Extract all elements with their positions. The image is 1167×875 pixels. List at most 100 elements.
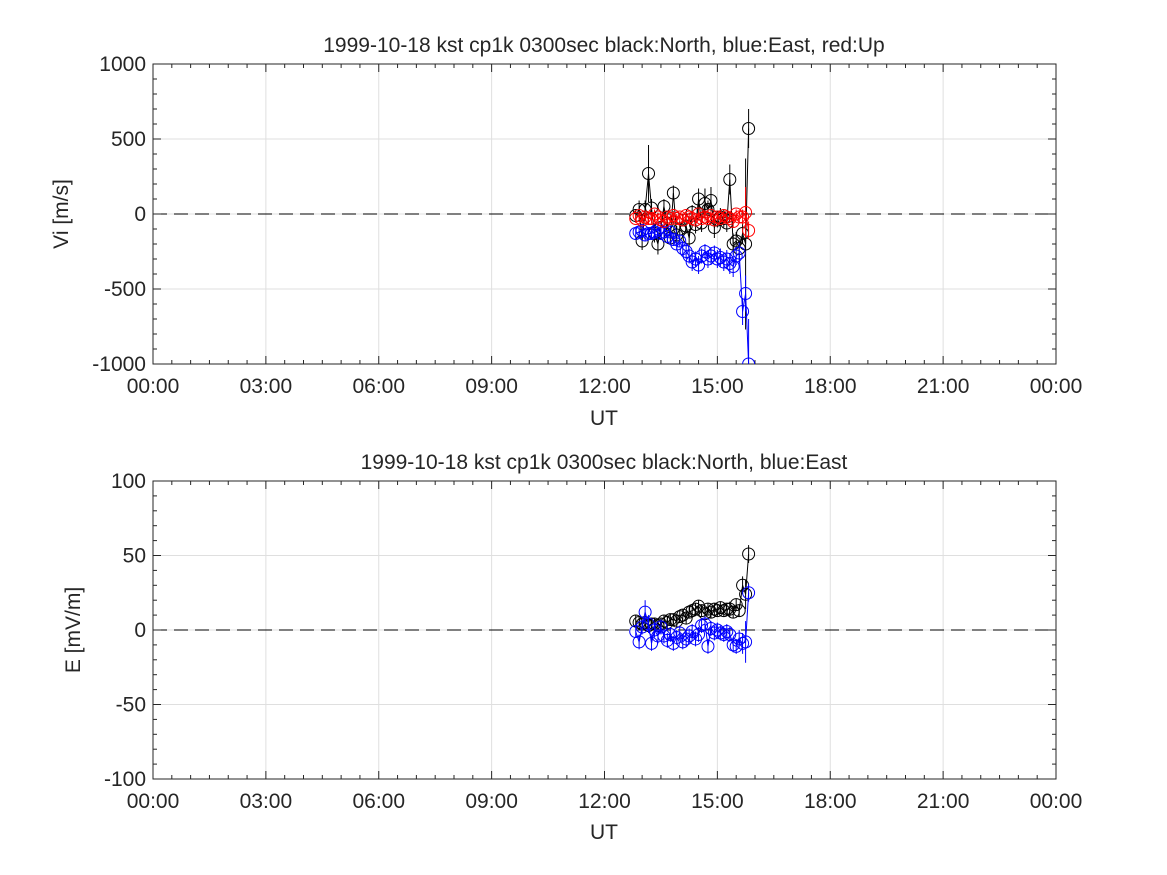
data-point — [704, 194, 718, 207]
data-point — [742, 547, 756, 561]
data-point — [654, 213, 668, 227]
data-point — [723, 257, 737, 270]
data-point — [663, 212, 677, 225]
data-point — [710, 210, 724, 224]
data-point — [632, 225, 646, 239]
data-point — [645, 227, 659, 240]
data-point — [726, 605, 740, 619]
y-tick-label: 50 — [123, 545, 146, 568]
data-point — [742, 357, 756, 364]
data-point — [736, 636, 750, 650]
x-tick-label: 12:00 — [578, 375, 631, 398]
data-point — [654, 227, 668, 240]
data-point — [673, 234, 687, 248]
data-point — [682, 210, 696, 224]
data-point — [676, 242, 690, 255]
x-tick-label: 03:00 — [240, 375, 293, 398]
data-point — [648, 623, 662, 637]
data-point — [666, 233, 680, 246]
data-point — [732, 604, 746, 618]
x-tick-label: 06:00 — [352, 790, 405, 813]
velocity-panel: 1999-10-18 kst cp1k 0300sec black:North,… — [50, 34, 1082, 430]
data-point — [742, 122, 756, 135]
data-point — [710, 252, 724, 266]
data-point — [739, 206, 753, 219]
x-tick-label: 18:00 — [804, 375, 857, 398]
x-tick-label: 21:00 — [917, 375, 970, 398]
x-tick-label: 21:00 — [917, 790, 970, 813]
data-point — [654, 620, 668, 634]
data-point — [629, 212, 643, 225]
x-tick-label: 06:00 — [352, 375, 405, 398]
data-point — [685, 624, 699, 638]
data-point — [723, 602, 737, 616]
data-point — [645, 212, 659, 225]
data-point — [657, 629, 671, 643]
data-point — [729, 598, 743, 612]
x-tick-label: 00:00 — [127, 790, 180, 813]
data-point — [660, 230, 674, 243]
data-point — [701, 602, 715, 616]
data-point — [692, 599, 706, 613]
data-point — [692, 627, 706, 641]
series-2 — [629, 187, 756, 240]
x-axis-label: UT — [590, 821, 618, 844]
data-point — [663, 613, 677, 627]
chart-title: 1999-10-18 kst cp1k 0300sec black:North,… — [323, 34, 884, 57]
data-point — [726, 260, 740, 273]
data-point — [742, 224, 756, 237]
electric-field-panel: 1999-10-18 kst cp1k 0300sec black:North,… — [62, 451, 1082, 844]
x-tick-label: 09:00 — [465, 790, 518, 813]
data-point — [713, 251, 727, 264]
y-tick-label: 0 — [134, 619, 146, 642]
series-1 — [629, 583, 756, 663]
data-point — [673, 210, 687, 224]
x-tick-label: 00:00 — [1030, 375, 1083, 398]
y-axis-label: E [mV/m] — [62, 587, 85, 673]
data-point — [707, 626, 721, 640]
data-point — [729, 207, 743, 221]
data-point — [736, 210, 750, 224]
data-point — [701, 639, 715, 653]
data-point — [710, 604, 724, 618]
data-point — [642, 167, 656, 180]
data-point — [717, 209, 731, 222]
data-point — [635, 213, 649, 227]
data-point — [704, 209, 718, 222]
data-point — [720, 624, 734, 638]
x-tick-label: 00:00 — [127, 375, 180, 398]
ticks — [152, 63, 1057, 365]
series-line — [635, 211, 750, 231]
data-point — [645, 636, 659, 650]
data-point — [670, 212, 684, 225]
y-axis-label: Vi [m/s] — [50, 179, 73, 249]
data-point — [713, 212, 727, 225]
data-point — [710, 623, 724, 637]
data-point — [663, 225, 677, 239]
data-point — [695, 604, 709, 618]
data-point — [695, 249, 709, 263]
data-point — [663, 627, 677, 641]
data-point — [720, 252, 734, 266]
data-point — [739, 587, 753, 601]
data-point — [742, 586, 756, 600]
chart-title: 1999-10-18 kst cp1k 0300sec black:North,… — [361, 451, 848, 474]
y-tick-label: 0 — [134, 203, 146, 226]
data-point — [692, 258, 706, 272]
x-tick-label: 09:00 — [465, 375, 518, 398]
data-point — [689, 213, 703, 227]
data-point — [679, 245, 693, 258]
data-point — [717, 627, 731, 641]
data-point — [732, 210, 746, 224]
data-point — [635, 620, 649, 634]
data-point — [732, 246, 746, 260]
data-point — [685, 255, 699, 269]
data-point — [666, 186, 680, 200]
data-point — [739, 287, 753, 300]
data-point — [717, 604, 731, 618]
data-point — [682, 605, 696, 619]
x-tick-label: 12:00 — [578, 790, 631, 813]
x-axis-label: UT — [590, 407, 618, 430]
y-tick-label: 100 — [111, 470, 146, 493]
